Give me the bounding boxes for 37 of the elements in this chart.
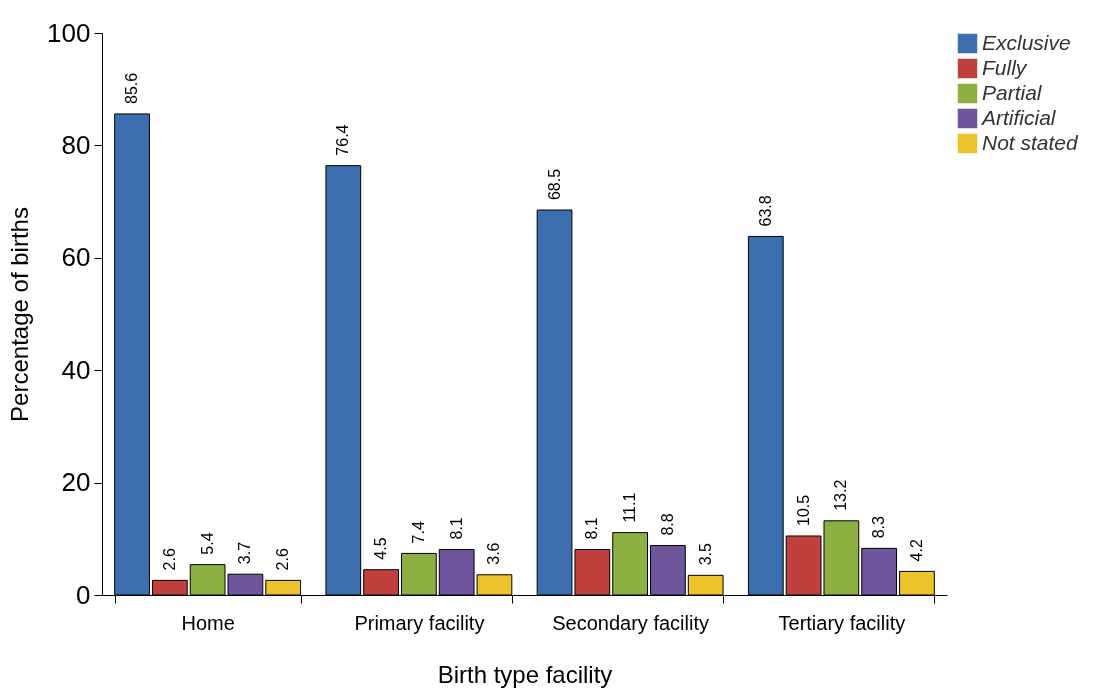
legend-label: Exclusive — [982, 30, 1071, 54]
data-label: 5.4 — [198, 532, 216, 555]
x-tick-label: Home — [181, 611, 235, 634]
data-label: 63.8 — [756, 195, 774, 227]
data-label: 68.5 — [545, 168, 563, 201]
data-label: 3.5 — [696, 542, 714, 566]
data-label: 11.1 — [621, 492, 639, 523]
data-label: 8.1 — [447, 517, 465, 540]
data-label: 3.7 — [236, 541, 254, 565]
y-tick-label: 0 — [76, 579, 91, 610]
data-label: 8.3 — [870, 516, 888, 539]
y-axis-title: Percentage of births — [6, 207, 34, 422]
y-tick-label: 100 — [47, 17, 91, 48]
legend-label: Partial — [982, 80, 1043, 104]
data-label: 13.2 — [832, 479, 850, 511]
legend-label: Not stated — [982, 130, 1080, 154]
data-label: 8.1 — [583, 517, 601, 540]
data-label: 8.8 — [658, 513, 676, 536]
data-label: 2.6 — [274, 548, 292, 571]
data-label: 7.4 — [409, 521, 427, 544]
y-tick-label: 20 — [61, 467, 91, 498]
data-label: 3.6 — [485, 542, 503, 565]
y-tick-label: 40 — [61, 354, 91, 385]
data-label: 10.5 — [794, 494, 812, 526]
legend-label: Artificial — [980, 105, 1057, 129]
x-axis-title: Birth type facility — [437, 660, 613, 688]
x-tick-label: Secondary facility — [552, 611, 709, 634]
y-tick-label: 80 — [61, 129, 91, 160]
data-label: 4.5 — [372, 537, 390, 560]
legend-label: Fully — [982, 55, 1028, 79]
x-tick-label: Tertiary facility — [778, 611, 906, 634]
data-label: 76.4 — [334, 124, 352, 156]
data-label: 2.6 — [160, 548, 178, 571]
y-tick-label: 60 — [61, 242, 91, 273]
data-label: 4.2 — [907, 539, 925, 562]
x-tick-label: Primary facility — [354, 611, 485, 634]
data-label: 85.6 — [123, 72, 141, 104]
